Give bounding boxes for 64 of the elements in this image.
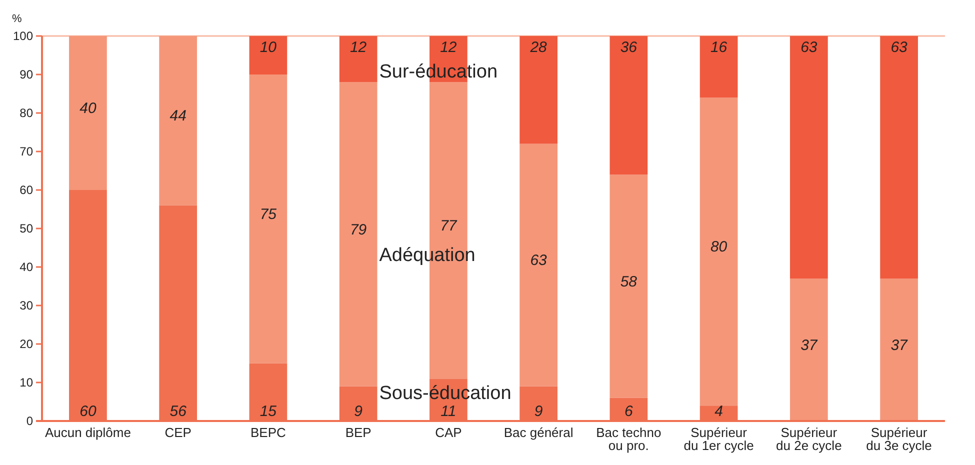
bar [69,36,107,190]
bar [700,98,738,406]
y-tick-label: 70 [20,144,34,159]
x-tick-label: Supérieur du 1er cycle [684,425,754,453]
data-label: 12 [440,39,458,56]
y-axis-title: % [12,13,22,25]
data-label: 12 [350,39,368,56]
data-label: 63 [890,39,908,56]
y-tick-label: 90 [20,68,34,82]
data-label: 16 [710,39,728,56]
data-label: 37 [890,336,908,354]
data-label: 15 [260,403,278,420]
data-label: 75 [260,206,278,223]
bar [520,36,558,144]
x-tick-label: BEP [345,425,372,440]
y-tick-label: 60 [20,183,34,198]
bar [610,36,648,175]
data-label: 56 [170,403,188,420]
data-label: 58 [620,273,638,290]
bar [880,36,918,279]
y-tick-label: 10 [20,376,34,390]
x-tick-label: Bac général [504,425,574,440]
data-label: 63 [800,39,818,56]
data-label: 9 [534,403,544,420]
y-tick-label: 50 [20,222,34,236]
bar [610,174,648,398]
y-tick-label: 20 [20,337,34,352]
x-tick-label: Bac techno ou pro. [596,425,662,453]
y-tick-label: 30 [20,298,34,313]
data-label: 37 [800,336,818,354]
data-label: 44 [170,108,186,125]
data-label: 9 [354,403,364,420]
bar [249,36,288,74]
bar [249,74,288,364]
x-tick-label: CEP [164,425,192,440]
data-label: 6 [624,403,634,420]
data-label: 60 [80,403,97,420]
x-tick-label: BEPC [250,425,286,440]
bar [880,278,918,421]
data-label: 80 [710,238,728,256]
data-label: 63 [530,252,548,270]
bar [339,36,378,82]
x-tick-label: Supérieur du 3e cycle [866,425,932,453]
bar [790,278,828,421]
data-label: 40 [80,100,97,117]
data-label: 4 [714,403,723,420]
bar [339,82,378,386]
data-label: 79 [350,221,368,238]
bar [520,144,558,386]
x-tick-label: Aucun diplôme [44,425,131,440]
data-label: 36 [620,39,638,56]
data-label: 77 [440,217,458,234]
bar [700,36,738,98]
x-tick-label: Supérieur du 2e cycle [776,425,842,453]
bar [159,36,198,206]
y-tick-label: 100 [12,29,34,44]
y-tick-label: 40 [20,260,34,274]
data-label: 28 [529,39,548,56]
data-label: 11 [440,403,456,420]
data-label: 10 [260,39,278,56]
y-tick-label: 0 [26,414,34,428]
x-tick-label: CAP [435,425,462,440]
y-tick-label: 80 [20,106,34,120]
bar [790,36,828,279]
